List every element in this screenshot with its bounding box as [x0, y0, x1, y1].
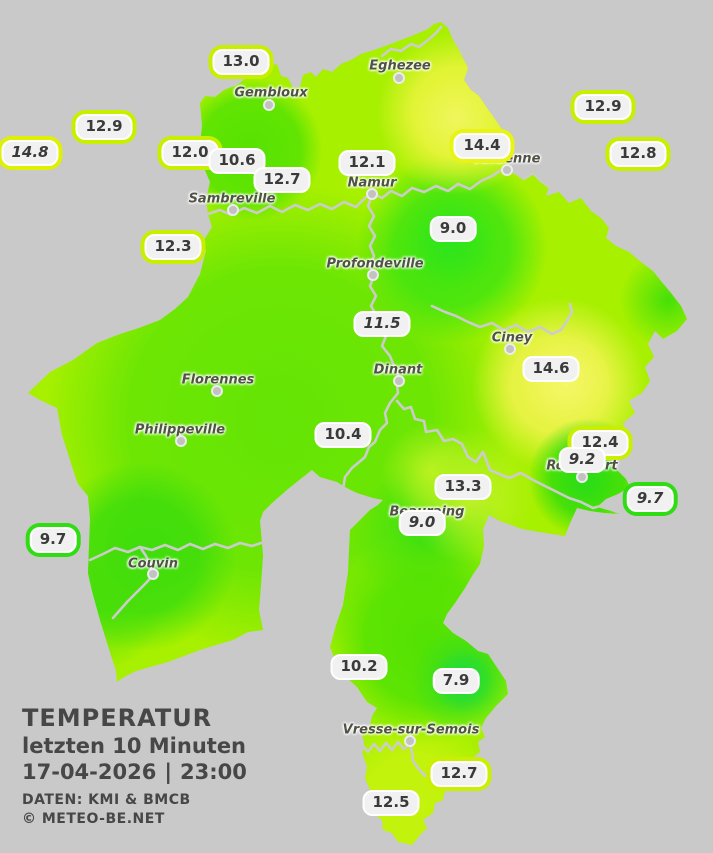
city-dot — [263, 99, 275, 111]
river-bocq — [430, 302, 574, 336]
map-datetime: 17-04-2026 | 23:00 — [22, 759, 247, 785]
city-label: Dinant — [373, 362, 423, 378]
station-pill: 12.7 — [430, 761, 488, 787]
station-pill: 9.7 — [626, 486, 674, 512]
city-dot — [393, 72, 405, 84]
city-dot — [227, 204, 239, 216]
city-label: Ciney — [491, 330, 533, 346]
city-label: Sambreville — [188, 191, 276, 207]
station-pill: 10.4 — [314, 422, 372, 448]
title-block: TEMPERATUR letzten 10 Minuten 17-04-2026… — [22, 703, 247, 829]
station-pill: 12.8 — [609, 141, 667, 167]
river-mehaigne — [380, 25, 443, 58]
city-dot — [366, 188, 378, 200]
station-pill: 11.5 — [353, 311, 411, 337]
map-title: TEMPERATUR — [22, 704, 213, 732]
station-pill: 9.0 — [429, 216, 477, 242]
station-pill: 14.6 — [522, 356, 580, 382]
city-dot — [504, 343, 516, 355]
station-pill: 10.2 — [330, 654, 388, 680]
station-pill: 14.4 — [453, 133, 511, 159]
station-pill: 12.5 — [362, 790, 420, 816]
map-subtitle: letzten 10 Minuten — [22, 734, 247, 758]
city-label: Philippeville — [134, 422, 226, 438]
station-pill: 7.9 — [432, 668, 480, 694]
city-dot — [404, 735, 416, 747]
rivers — [88, 25, 622, 778]
station-pill: 12.1 — [338, 150, 396, 176]
city-dot — [393, 375, 405, 387]
city-label: Couvin — [128, 556, 178, 572]
river-semois — [357, 740, 442, 778]
city-label: Eghezee — [369, 58, 431, 74]
map-date: 17-04-2026 — [22, 760, 157, 784]
city-dot — [147, 568, 159, 580]
station-pill: 13.3 — [434, 474, 492, 500]
city-label: Florennes — [181, 372, 255, 388]
data-source: DATEN: KMI & BMCB — [22, 792, 191, 808]
station-pill: 12.3 — [144, 234, 202, 260]
attribution: © METEO-BE.NET — [22, 811, 165, 827]
city-label: Gembloux — [234, 85, 308, 101]
city-dot — [501, 164, 513, 176]
station-pill: 12.9 — [574, 94, 632, 120]
city-dot — [175, 435, 187, 447]
city-dot — [211, 385, 223, 397]
river-viroin — [88, 541, 263, 562]
river-eau-noire — [111, 545, 155, 620]
station-pill: 9.0 — [398, 510, 446, 536]
river-meuse-east — [370, 167, 551, 200]
station-pill: 9.7 — [29, 527, 77, 553]
station-pill: 12.9 — [75, 114, 133, 140]
city-label: Vresse-sur-Semois — [342, 722, 480, 738]
station-pill: 13.0 — [212, 49, 270, 75]
city-dot — [367, 269, 379, 281]
city-label: Profondeville — [326, 256, 424, 272]
river-meuse-south — [341, 193, 400, 492]
station-pill: 12.7 — [253, 167, 311, 193]
station-pill: 9.2 — [558, 447, 606, 473]
city-label: Namur — [347, 175, 397, 191]
station-pill: 14.8 — [1, 140, 59, 166]
river-lesse — [395, 399, 622, 511]
map-time: 23:00 — [180, 760, 247, 784]
datetime-separator: | — [164, 760, 172, 784]
